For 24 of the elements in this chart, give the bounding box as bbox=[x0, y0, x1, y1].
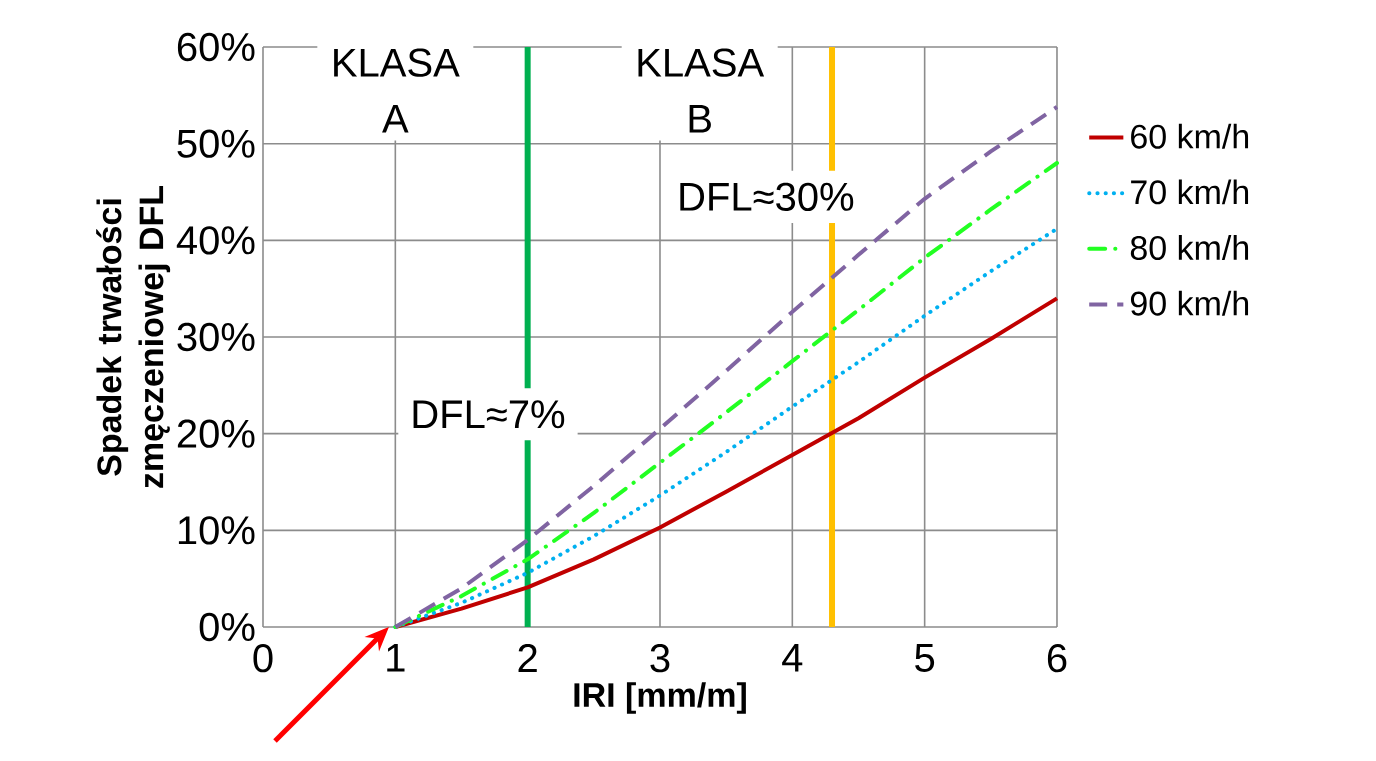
y-tick-label: 50% bbox=[177, 129, 255, 158]
y-tick-label: 20% bbox=[177, 419, 255, 448]
ref-line-label: DFL≈7% bbox=[413, 400, 565, 429]
y-tick-label: 10% bbox=[178, 516, 255, 545]
x-tick-label: 5 bbox=[915, 644, 935, 672]
legend-label: 70 km/h bbox=[1131, 179, 1249, 205]
x-tick-label: 0 bbox=[253, 644, 273, 673]
x-tick-label: 6 bbox=[1047, 644, 1067, 673]
y-axis-title: Spadek trwałości zmęczeniowej DFL bbox=[96, 185, 171, 488]
y-tick-label: 30% bbox=[177, 322, 255, 352]
ref-line-label: DFL≈30% bbox=[680, 182, 854, 211]
x-tick-label: 4 bbox=[782, 644, 803, 672]
legend-label: 60 km/h bbox=[1131, 123, 1249, 149]
x-tick-label: 1 bbox=[387, 644, 405, 672]
y-tick-label: 40% bbox=[176, 226, 255, 255]
y-tick-label: 60% bbox=[177, 32, 255, 62]
annotation: KLASA B bbox=[638, 48, 765, 133]
y-tick-label: 0% bbox=[199, 612, 255, 642]
legend-label: 90 km/h bbox=[1130, 290, 1249, 316]
x-tick-label: 2 bbox=[518, 644, 537, 672]
legend-label: 80 km/h bbox=[1130, 235, 1249, 260]
annotation: KLASA A bbox=[334, 48, 460, 133]
x-axis-title: IRI [mm/m] bbox=[574, 682, 746, 714]
x-tick-label: 3 bbox=[650, 644, 670, 673]
